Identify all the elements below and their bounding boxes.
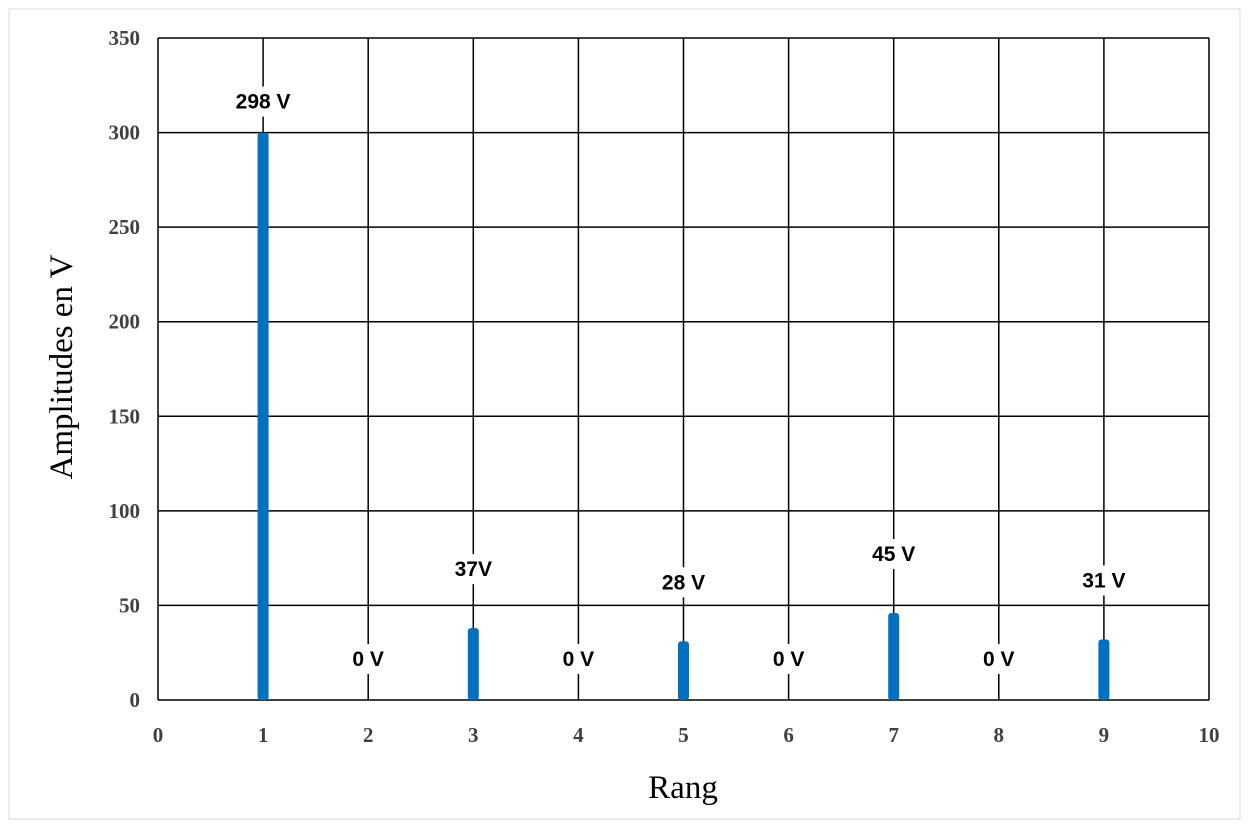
data-label-background (225, 86, 301, 117)
tick-labels: 0 50 100 150 200 250 300 350 0 1 2 3 4 5 6 7 8 9 10 (109, 26, 1220, 747)
x-tick-label: 7 (888, 723, 899, 747)
y-tick-label: 50 (119, 593, 140, 617)
data-labels: 298 V 0 V 37V 0 V 28 V 0 V 45 V 0 V 31 V (225, 86, 1136, 674)
data-label-background (447, 554, 500, 585)
data-label: 31 V (1082, 569, 1125, 592)
data-label: 0 V (352, 648, 384, 671)
data-label-background (651, 567, 716, 598)
x-tick-label: 9 (1099, 723, 1110, 747)
bar (888, 612, 900, 700)
data-label-background (341, 644, 395, 674)
data-label-background (861, 538, 926, 569)
data-label: 0 V (773, 648, 805, 671)
x-tick-label: 6 (783, 723, 794, 747)
x-tick-label: 4 (573, 723, 584, 747)
x-tick-label: 10 (1199, 723, 1220, 747)
x-tick-label: 8 (994, 723, 1005, 747)
y-axis-title: Amplitudes en V (44, 254, 80, 479)
bar (678, 641, 689, 700)
bar (1098, 639, 1110, 700)
data-label: 28 V (662, 571, 705, 594)
y-tick-label: 150 (109, 404, 141, 428)
x-tick-label: 3 (468, 723, 479, 747)
x-axis-title: Rang (648, 770, 718, 806)
y-tick-label: 350 (109, 26, 141, 50)
x-tick-label: 5 (678, 723, 689, 747)
data-label-background (762, 644, 815, 674)
data-label-background (972, 644, 1026, 674)
x-tick-label: 0 (153, 723, 164, 747)
bar (467, 628, 479, 700)
y-tick-label: 250 (109, 215, 141, 239)
data-label: 0 V (563, 648, 595, 671)
y-tick-label: 300 (109, 121, 141, 145)
bars (257, 132, 1110, 701)
y-tick-label: 0 (130, 688, 141, 712)
data-label-background (1071, 565, 1136, 596)
data-label: 0 V (983, 648, 1015, 671)
y-tick-label: 200 (109, 310, 141, 334)
bar (257, 132, 269, 701)
data-label: 45 V (872, 543, 915, 566)
y-tick-label: 100 (109, 499, 141, 523)
x-tick-label: 1 (258, 723, 269, 747)
data-label: 298 V (236, 91, 291, 114)
data-label: 37V (455, 558, 492, 581)
x-tick-label: 2 (363, 723, 374, 747)
data-label-background (552, 644, 605, 674)
chart-area-border (8, 8, 1241, 820)
